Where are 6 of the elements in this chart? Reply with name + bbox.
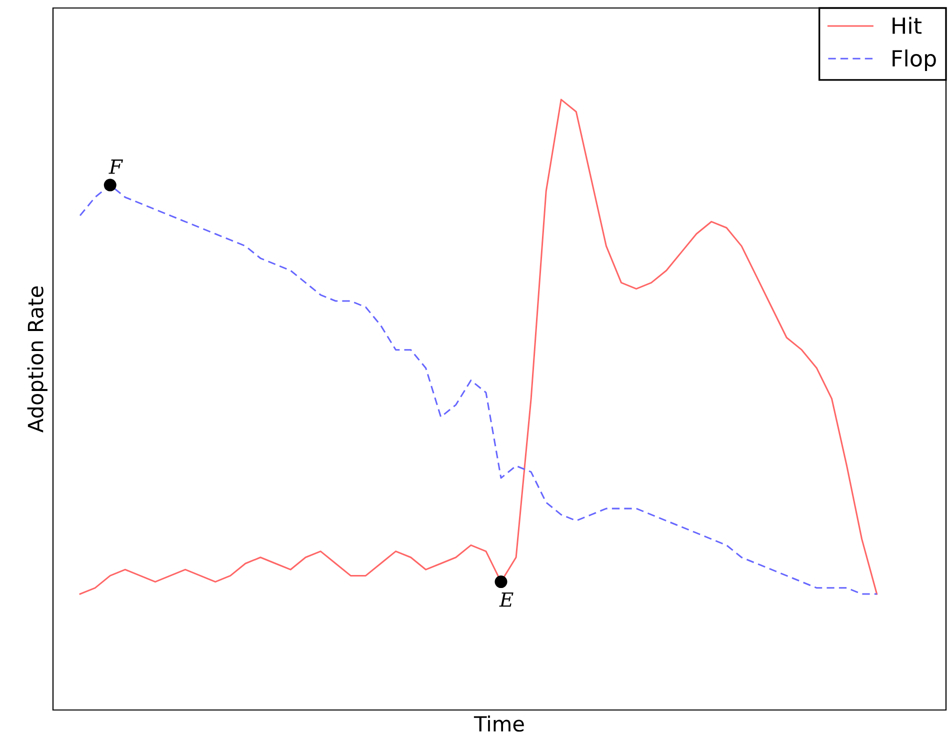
- y-axis-title: Adoption Rate: [27, 286, 48, 433]
- annotation: F: [108, 160, 123, 174]
- legend-label: Hit: [892, 16, 922, 34]
- annotation: E: [499, 592, 514, 607]
- legend-label: Flop: [892, 50, 936, 72]
- x-axis-title: Time: [474, 716, 524, 732]
